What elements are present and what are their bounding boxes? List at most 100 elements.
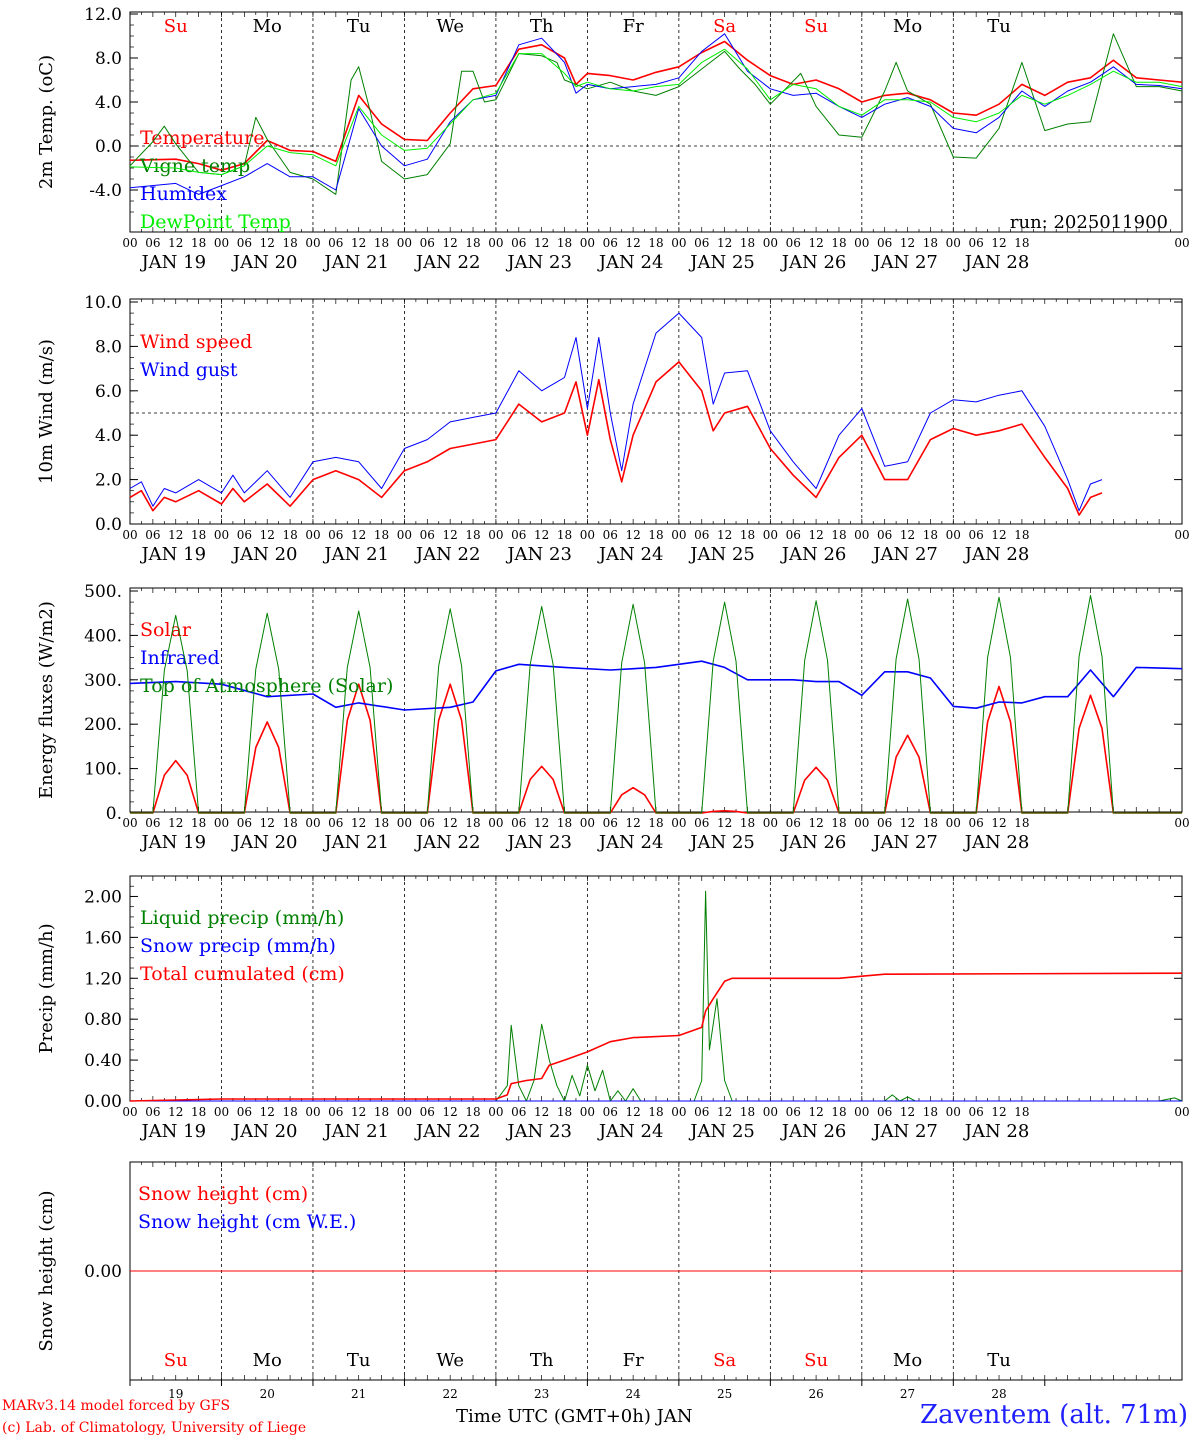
hour-tick-label: 12 (534, 528, 549, 542)
hour-tick-label: 00 (397, 816, 412, 830)
hour-tick-label: 12 (991, 1105, 1006, 1119)
y-tick-label: 0.0 (95, 515, 122, 535)
y-tick-label: 0.40 (84, 1051, 122, 1071)
hour-tick-label: 18 (557, 528, 572, 542)
date-label: JAN 27 (871, 1121, 938, 1142)
hour-tick-label: 06 (603, 236, 618, 250)
hour-tick-label: 18 (282, 1105, 297, 1119)
date-label: JAN 25 (688, 252, 755, 273)
hour-tick-label: 12 (168, 236, 183, 250)
y-tick-label: 4.0 (95, 426, 122, 446)
date-label: JAN 26 (780, 252, 847, 273)
hour-tick-label: 18 (1014, 528, 1029, 542)
hour-tick-label: 06 (877, 528, 892, 542)
hour-tick-label: 06 (694, 816, 709, 830)
y-tick-label: 10.0 (84, 293, 122, 313)
date-label: JAN 21 (322, 1121, 389, 1142)
hour-tick-label: 18 (557, 816, 572, 830)
day-number-label: 25 (717, 1387, 732, 1401)
hour-tick-label: 00 (1174, 816, 1189, 830)
hour-tick-label: 00 (305, 1105, 320, 1119)
hour-tick-label: 18 (740, 528, 755, 542)
hour-tick-label: 12 (351, 1105, 366, 1119)
date-label: JAN 26 (780, 544, 847, 565)
hour-tick-label: 18 (740, 236, 755, 250)
hour-tick-label: 06 (511, 816, 526, 830)
hour-tick-label: 00 (580, 816, 595, 830)
hour-tick-label: 00 (763, 1105, 778, 1119)
hour-tick-label: 12 (625, 236, 640, 250)
day-number-label: 26 (808, 1387, 823, 1401)
date-label: JAN 27 (871, 832, 938, 853)
date-label: JAN 22 (414, 832, 481, 853)
weekday-label: Tu (347, 16, 371, 37)
day-number-label: 22 (443, 1387, 458, 1401)
hour-tick-label: 18 (831, 236, 846, 250)
series-line-1-0 (129, 361, 1103, 516)
y-tick-label: 0. (106, 804, 122, 824)
hour-tick-label: 06 (328, 236, 343, 250)
y-tick-label: 100. (84, 760, 122, 780)
weekday-label: Fr (623, 1350, 644, 1371)
day-number-label: 21 (351, 1387, 366, 1401)
hour-tick-label: 12 (900, 1105, 915, 1119)
date-label: JAN 28 (963, 252, 1030, 273)
y-tick-label: 500. (84, 582, 122, 602)
hour-tick-label: 00 (671, 816, 686, 830)
y-tick-label: 8.0 (95, 49, 122, 69)
hour-tick-label: 06 (694, 1105, 709, 1119)
date-label: JAN 26 (780, 1121, 847, 1142)
weekday-label: Fr (623, 16, 644, 37)
hour-tick-label: 18 (740, 816, 755, 830)
y-axis-title: 10m Wind (m/s) (36, 339, 57, 484)
hour-tick-label: 12 (625, 1105, 640, 1119)
y-tick-label: 2.0 (95, 471, 122, 491)
date-label: JAN 21 (322, 832, 389, 853)
hour-tick-label: 00 (397, 1105, 412, 1119)
hour-tick-label: 00 (671, 528, 686, 542)
hour-tick-label: 06 (511, 528, 526, 542)
model-credit-line2: (c) Lab. of Climatology, University of L… (2, 1420, 307, 1436)
hour-tick-label: 12 (991, 236, 1006, 250)
hour-tick-label: 00 (488, 236, 503, 250)
hour-tick-label: 12 (625, 816, 640, 830)
hour-tick-label: 18 (831, 1105, 846, 1119)
hour-tick-label: 00 (763, 816, 778, 830)
date-label: JAN 20 (231, 1121, 298, 1142)
hour-tick-label: 18 (648, 816, 663, 830)
y-tick-label: -4.0 (89, 181, 122, 201)
series-line-0-3 (129, 48, 1183, 176)
hour-tick-label: 12 (808, 1105, 823, 1119)
series-line-2-1 (129, 660, 1183, 711)
legend-entry: Wind gust (140, 359, 238, 381)
date-label: JAN 19 (139, 1121, 206, 1142)
hour-tick-label: 06 (420, 528, 435, 542)
hour-tick-label: 00 (580, 236, 595, 250)
panel-frame (129, 11, 1183, 233)
date-label: JAN 23 (505, 252, 572, 273)
model-credit-line1: MARv3.14 model forced by GFS (2, 1398, 231, 1414)
hour-tick-label: 00 (122, 1105, 137, 1119)
weekday-label: Tu (987, 1350, 1011, 1371)
hour-tick-label: 06 (420, 236, 435, 250)
hour-tick-label: 18 (831, 816, 846, 830)
hour-tick-label: 06 (603, 528, 618, 542)
hour-tick-label: 18 (465, 816, 480, 830)
hour-tick-label: 18 (923, 816, 938, 830)
series-line-1-1 (129, 312, 1103, 512)
hour-tick-label: 06 (511, 236, 526, 250)
series-line-3-0 (130, 890, 1183, 1102)
hour-tick-label: 06 (145, 816, 160, 830)
legend-entry: Snow height (cm W.E.) (138, 1211, 356, 1233)
y-tick-label: 8.0 (95, 337, 122, 357)
hour-tick-label: 06 (603, 1105, 618, 1119)
hour-tick-label: 06 (969, 236, 984, 250)
hour-tick-label: 12 (351, 816, 366, 830)
hour-tick-label: 00 (305, 816, 320, 830)
legend-entry: Top of Atmosphere (Solar) (140, 675, 393, 697)
series-line-0-2 (129, 33, 1183, 195)
y-tick-label: 4.0 (95, 93, 122, 113)
hour-tick-label: 12 (168, 1105, 183, 1119)
hour-tick-label: 06 (969, 1105, 984, 1119)
y-tick-label: 1.60 (84, 928, 122, 948)
